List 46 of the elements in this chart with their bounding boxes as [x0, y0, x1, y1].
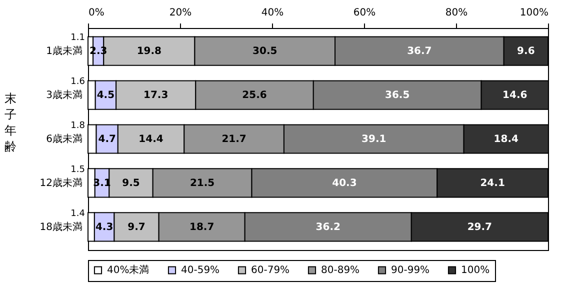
- data-label: 40.3: [332, 178, 357, 189]
- legend-label: 60-79%: [251, 265, 290, 276]
- y-tick-label: 12歳未満: [40, 176, 82, 189]
- data-label: 9.5: [122, 178, 140, 189]
- data-label: 29.7: [467, 222, 492, 233]
- y-tick-label: 3歳未満: [46, 89, 82, 102]
- data-label: 21.5: [190, 178, 215, 189]
- data-label: 18.4: [494, 134, 519, 145]
- data-label: 17.3: [144, 90, 168, 102]
- data-label: 4.3: [95, 222, 114, 233]
- y-tick-label: 6歳未満: [46, 133, 82, 145]
- data-label: 9.6: [517, 46, 535, 58]
- data-label: 30.5: [252, 46, 278, 58]
- data-label: 1.5: [70, 164, 85, 175]
- x-tick-label: 0%: [88, 8, 104, 18]
- data-label: 4.5: [96, 90, 115, 102]
- data-label: 14.6: [502, 90, 528, 102]
- data-label: 36.7: [407, 46, 432, 58]
- y-axis-title: 末子年齢: [4, 92, 16, 154]
- data-label: 14.4: [138, 134, 164, 145]
- x-tick-label: 100%: [520, 8, 548, 18]
- data-label: 9.7: [128, 222, 146, 233]
- legend-label: 80-89%: [321, 265, 360, 276]
- data-label: 19.8: [136, 46, 162, 58]
- data-label: 36.2: [316, 222, 340, 233]
- y-tick-label: 18歳未満: [40, 220, 82, 233]
- data-label: 39.1: [362, 134, 386, 145]
- x-tick-label: 80%: [445, 8, 468, 18]
- x-tick-label: 40%: [261, 8, 284, 18]
- y-tick-label: 1歳未満: [46, 45, 82, 58]
- legend-label: 90-99%: [391, 265, 430, 276]
- data-label: 25.6: [242, 90, 267, 102]
- data-label: 1.8: [70, 121, 86, 131]
- data-label: 1.6: [70, 77, 86, 88]
- legend-label: 40-59%: [181, 265, 220, 276]
- data-label: 1.4: [70, 208, 86, 219]
- data-label: 1.1: [70, 33, 85, 44]
- legend-label: 100%: [461, 265, 490, 276]
- data-label: 24.1: [480, 178, 505, 189]
- data-label: 36.5: [385, 90, 410, 102]
- x-tick-label: 60%: [353, 8, 376, 18]
- x-tick-label: 20%: [169, 8, 192, 18]
- data-label: 4.7: [98, 134, 116, 145]
- data-label: 21.7: [222, 134, 246, 145]
- data-label: 18.7: [190, 222, 214, 233]
- legend-label: 40%未満: [107, 264, 150, 276]
